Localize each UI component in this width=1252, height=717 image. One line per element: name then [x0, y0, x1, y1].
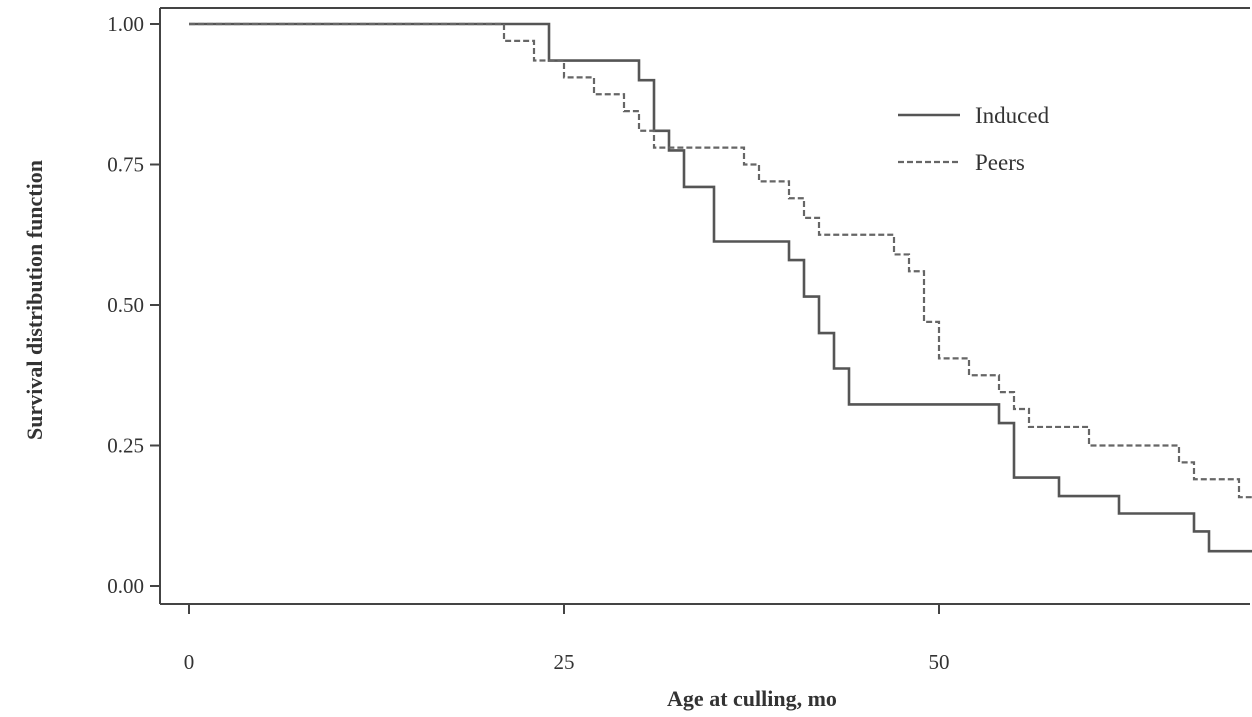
y-tick-label: 0.00 — [107, 574, 144, 598]
legend: Induced Peers — [898, 103, 1050, 175]
legend-label-induced: Induced — [975, 103, 1050, 128]
y-tick-label: 0.25 — [107, 434, 144, 458]
ticks: 02550751001250.000.250.500.751.00 — [107, 12, 950, 674]
y-tick-label: 0.50 — [107, 293, 144, 317]
y-axis-title: Survival distribution function — [22, 160, 47, 440]
legend-label-peers: Peers — [975, 150, 1025, 175]
y-tick-label: 1.00 — [107, 12, 144, 36]
x-tick-label: 50 — [929, 650, 950, 674]
series-group — [189, 22, 1252, 553]
series-line-peers — [189, 22, 1252, 499]
x-tick-label: 25 — [554, 650, 575, 674]
x-axis-title: Age at culling, mo — [667, 686, 837, 711]
series-line-induced — [189, 22, 1252, 553]
y-tick-label: 0.75 — [107, 153, 144, 177]
axes — [159, 7, 1250, 605]
x-tick-label: 0 — [184, 650, 195, 674]
